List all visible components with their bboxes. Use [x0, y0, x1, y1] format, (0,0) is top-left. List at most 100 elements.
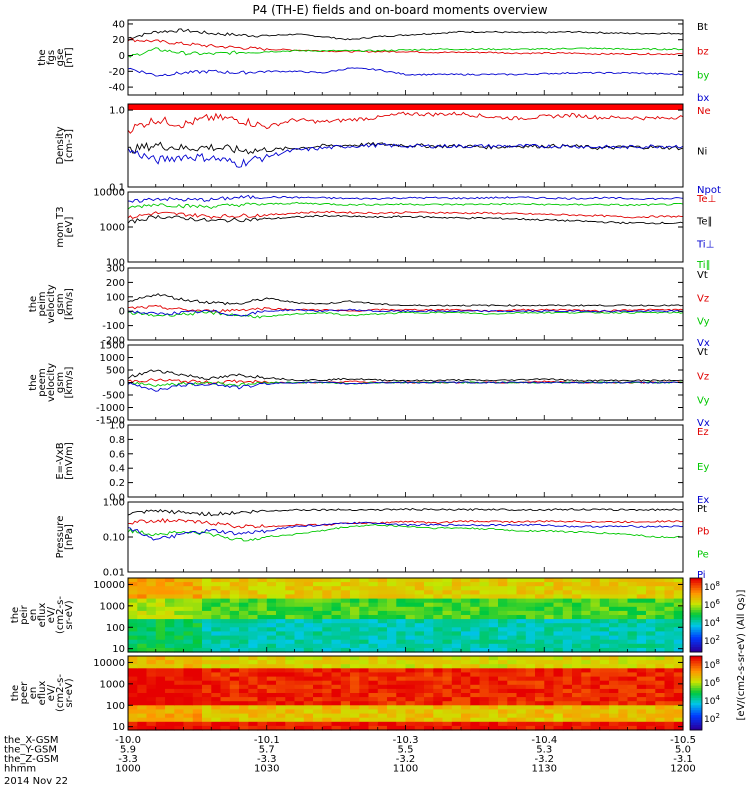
heat-cell: [572, 680, 582, 686]
heat-cell: [220, 598, 231, 604]
heat-cell: [664, 676, 675, 682]
heat-cell: [488, 639, 499, 645]
heat-cell: [322, 684, 333, 690]
heat-cell: [655, 643, 666, 649]
heat-cell: [285, 713, 296, 719]
heat-cell: [590, 721, 601, 727]
heat-cell: [211, 672, 222, 678]
heat-cell: [553, 586, 564, 591]
heat-cell: [248, 610, 259, 616]
heat-cell: [165, 680, 175, 686]
heat-cell: [137, 610, 148, 616]
heat-cell: [220, 672, 231, 678]
heat-cell: [572, 664, 582, 669]
heat-cell: [535, 705, 545, 710]
heat-cell: [516, 701, 527, 706]
heat-cell: [146, 643, 157, 649]
colorbar-cell: [690, 693, 702, 696]
heat-cell: [516, 680, 527, 686]
heat-cell: [248, 582, 259, 587]
heat-cell: [414, 647, 425, 653]
heat-cell: [424, 721, 434, 727]
orbit-row-label: hhmm: [4, 764, 36, 775]
heat-cell: [211, 610, 222, 616]
series-line-pressure-3: [127, 521, 684, 541]
heat-cell: [239, 688, 249, 694]
heat-cell: [655, 606, 666, 612]
heat-cell: [581, 701, 592, 706]
colorbar-cell: [690, 617, 702, 621]
heat-cell: [211, 606, 222, 612]
heat-cell: [350, 639, 360, 645]
heat-cell: [442, 606, 453, 612]
heat-cell: [248, 606, 259, 612]
heat-cell: [646, 688, 656, 694]
heat-cell: [581, 582, 592, 587]
heat-cell: [590, 713, 601, 719]
heat-cell: [377, 660, 388, 665]
heat-cell: [562, 602, 573, 608]
heat-cell: [229, 615, 240, 620]
heat-cell: [664, 619, 675, 624]
heat-cell: [137, 676, 148, 682]
heat-cell: [590, 725, 601, 731]
colorbar-cell: [690, 615, 702, 618]
heat-cell: [340, 610, 351, 616]
heat-cell: [461, 639, 471, 645]
heat-cell: [202, 647, 212, 653]
heat-cell: [507, 697, 518, 702]
heat-cell: [488, 705, 499, 710]
heat-cell: [599, 701, 610, 706]
heat-cell: [498, 627, 508, 632]
heat-cell: [165, 635, 175, 641]
heat-cell: [313, 639, 323, 645]
heat-cell: [424, 582, 434, 587]
heat-cell: [165, 660, 175, 665]
heat-cell: [535, 713, 545, 719]
heat-cell: [174, 656, 185, 661]
heat-cell: [553, 709, 564, 715]
heat-cell: [211, 713, 222, 719]
heat-cell: [331, 693, 342, 698]
heat-cell: [350, 680, 360, 686]
series-line-velocity_esa_full-0: [127, 369, 684, 382]
heat-cell: [470, 705, 481, 710]
heat-cell: [229, 582, 240, 587]
heat-cell: [257, 594, 268, 600]
heat-cell: [488, 594, 499, 600]
heat-cell: [646, 647, 656, 653]
colorbar-cell: [690, 705, 702, 709]
heat-cell: [646, 672, 656, 678]
heat-cell: [276, 656, 286, 661]
heat-cell: [609, 594, 619, 600]
heat-cell: [239, 660, 249, 665]
heat-cell: [248, 647, 259, 653]
heat-cell: [294, 664, 305, 669]
heat-cell: [229, 684, 240, 690]
heat-cell: [553, 656, 564, 661]
heat-cell: [636, 672, 647, 678]
heat-cell: [636, 623, 647, 628]
heat-cell: [220, 602, 231, 608]
heat-cell: [424, 688, 434, 694]
heat-cell: [137, 713, 148, 719]
heat-cell: [516, 619, 527, 624]
heat-cell: [627, 660, 638, 665]
heat-cell: [479, 643, 490, 649]
heat-cell: [553, 643, 564, 649]
heat-cell: [220, 606, 231, 612]
heat-cell: [544, 578, 555, 583]
heat-cell: [350, 590, 360, 595]
heat-cell: [340, 598, 351, 604]
heat-cell: [507, 684, 518, 690]
heat-cell: [405, 631, 416, 637]
heat-cell: [146, 623, 157, 628]
heat-cell: [664, 623, 675, 628]
heat-cell: [609, 688, 619, 694]
heat-cell: [128, 598, 138, 604]
heat-cell: [405, 693, 416, 698]
heat-cell: [553, 713, 564, 719]
heat-cell: [192, 664, 203, 669]
colorbar-tick-exponent: 4: [715, 694, 720, 702]
heat-cell: [202, 643, 212, 649]
